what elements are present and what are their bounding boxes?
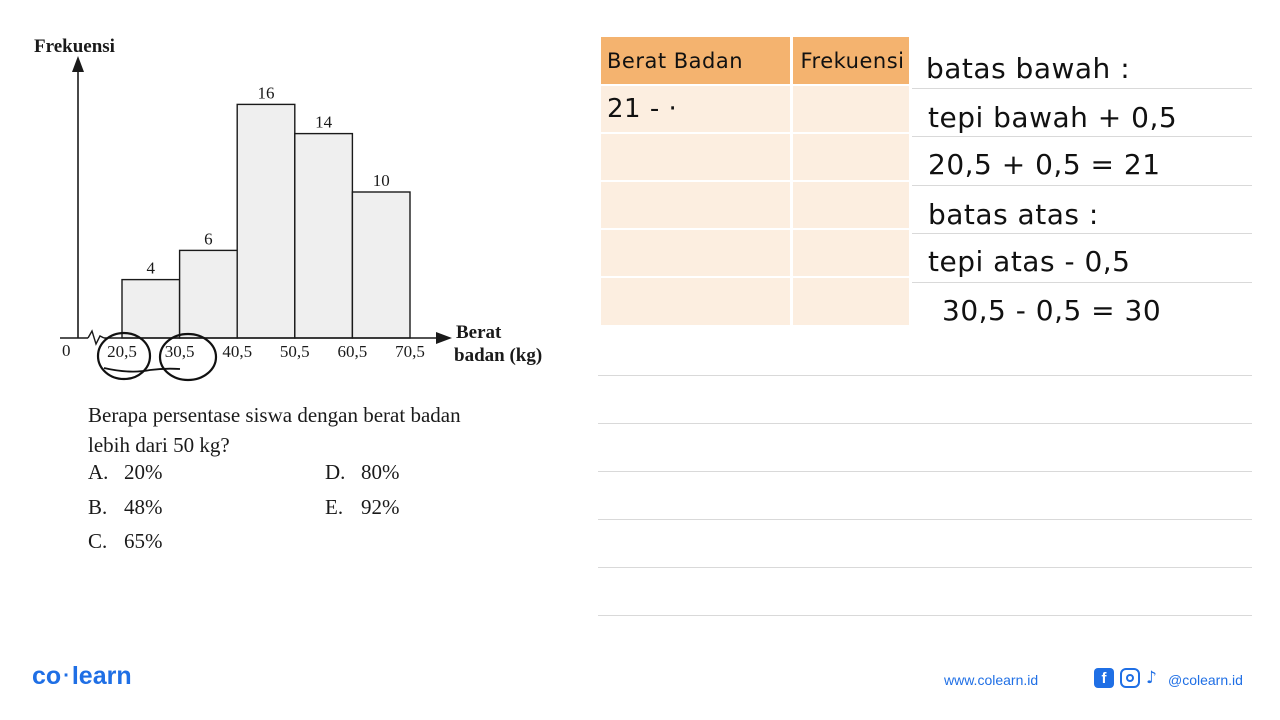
social-handle[interactable]: @colearn.id [1168, 672, 1243, 688]
logo-left-text: co [32, 662, 62, 690]
x-tick-label: 20,5 [107, 342, 137, 361]
note-batas-bawah: batas bawah : [926, 52, 1131, 85]
table-row [601, 276, 909, 325]
handwritten-circles [96, 331, 218, 382]
table-row: 21 - · [601, 84, 909, 133]
x-tick-label: 60,5 [338, 342, 368, 361]
ruled-line [598, 423, 1252, 424]
x-axis-arrow [436, 332, 452, 344]
ruled-line [912, 233, 1252, 234]
option-value: 80% [361, 460, 400, 484]
ruled-line [912, 88, 1252, 89]
bar-value-label: 14 [315, 113, 333, 132]
table-cell [601, 132, 793, 181]
ruled-line [912, 136, 1252, 137]
colearn-logo[interactable]: co ·learn [32, 662, 132, 691]
instagram-icon[interactable] [1120, 668, 1140, 688]
option-e[interactable]: E. 92% [325, 495, 400, 520]
question-text: Berapa persentase siswa dengan berat bad… [88, 400, 558, 460]
frequency-table: Berat Badan Frekuensi 21 - · [601, 37, 909, 325]
histogram-bar [178, 249, 238, 339]
table-row [601, 180, 909, 229]
table-cell [601, 228, 793, 277]
table-cell [791, 276, 909, 325]
table-cell [791, 180, 909, 229]
circle-mark-20-5 [96, 331, 152, 381]
note-calc-atas: 30,5 - 0,5 = 30 [942, 294, 1162, 327]
table-row [601, 132, 909, 181]
x-tick-label: 70,5 [395, 342, 425, 361]
origin-label: 0 [62, 341, 71, 360]
table-cell [601, 276, 793, 325]
website-link[interactable]: www.colearn.id [944, 672, 1039, 688]
table-cell [791, 132, 909, 181]
option-c[interactable]: C. 65% [88, 529, 163, 554]
histogram-bar [236, 103, 296, 339]
values-layer: 4 6 16 14 10 [147, 83, 390, 277]
x-axis-label-line1: Berat [456, 322, 502, 343]
note-tepi-atas: tepi atas - 0,5 [928, 245, 1131, 278]
logo-dot: · [63, 665, 70, 687]
table-row [601, 228, 909, 277]
table-cell [791, 84, 909, 133]
table-cell: 21 - · [601, 84, 793, 133]
ruled-line [598, 567, 1252, 568]
x-tick-label: 40,5 [222, 342, 252, 361]
option-letter: B. [88, 495, 108, 519]
ruled-line [912, 185, 1252, 186]
note-calc-bawah: 20,5 + 0,5 = 21 [928, 148, 1161, 181]
ticks-layer: 20,5 30,5 40,5 50,5 60,5 70,5 [107, 342, 425, 361]
table-cell [601, 180, 793, 229]
header-frekuensi: Frekuensi [791, 37, 909, 85]
option-value: 65% [124, 529, 163, 553]
question-line-1: Berapa persentase siswa dengan berat bad… [88, 403, 461, 427]
bar-value-label: 4 [147, 259, 156, 278]
option-letter: C. [88, 529, 108, 553]
histogram-bar [294, 132, 354, 339]
option-value: 20% [124, 460, 163, 484]
option-a[interactable]: A. 20% [88, 460, 163, 485]
tiktok-icon[interactable]: ♪ [1146, 668, 1157, 688]
x-tick-label: 30,5 [165, 342, 195, 361]
ruled-line [912, 282, 1252, 283]
bar-value-label: 10 [373, 171, 390, 190]
table-header-row: Berat Badan Frekuensi [601, 37, 909, 85]
histogram-bar [351, 191, 411, 339]
option-letter: D. [325, 460, 346, 484]
bars-layer [121, 103, 411, 339]
option-letter: A. [88, 460, 109, 484]
y-axis-label: Frekuensi [34, 36, 115, 57]
x-axis-break [87, 329, 105, 346]
table-cell [791, 228, 909, 277]
underline-mark [103, 367, 181, 373]
option-letter: E. [325, 495, 344, 519]
header-berat-badan: Berat Badan [601, 37, 793, 85]
histogram-bar [121, 278, 181, 339]
ruled-line [598, 375, 1252, 376]
bar-value-label: 16 [258, 83, 275, 102]
ruled-line [598, 615, 1252, 616]
y-axis-arrow [72, 56, 84, 72]
option-b[interactable]: B. 48% [88, 495, 163, 520]
bar-value-label: 6 [204, 229, 213, 248]
question-line-2: lebih dari 50 kg? [88, 433, 230, 457]
histogram-chart: Frekuensi Berat badan (kg) 0 20,5 30,5 40,… [34, 36, 542, 382]
axes-layer [60, 56, 452, 346]
x-axis-label-line2: badan (kg) [454, 345, 542, 366]
note-tepi-bawah: tepi bawah + 0,5 [928, 101, 1178, 134]
option-value: 48% [124, 495, 163, 519]
option-value: 92% [361, 495, 400, 519]
option-d[interactable]: D. 80% [325, 460, 400, 485]
logo-right-text: learn [71, 662, 132, 690]
circle-mark-30-5 [158, 332, 218, 382]
ruled-line [598, 471, 1252, 472]
facebook-icon[interactable]: f [1094, 668, 1114, 688]
x-tick-label: 50,5 [280, 342, 310, 361]
ruled-line [598, 519, 1252, 520]
note-batas-atas: batas atas : [928, 198, 1099, 231]
